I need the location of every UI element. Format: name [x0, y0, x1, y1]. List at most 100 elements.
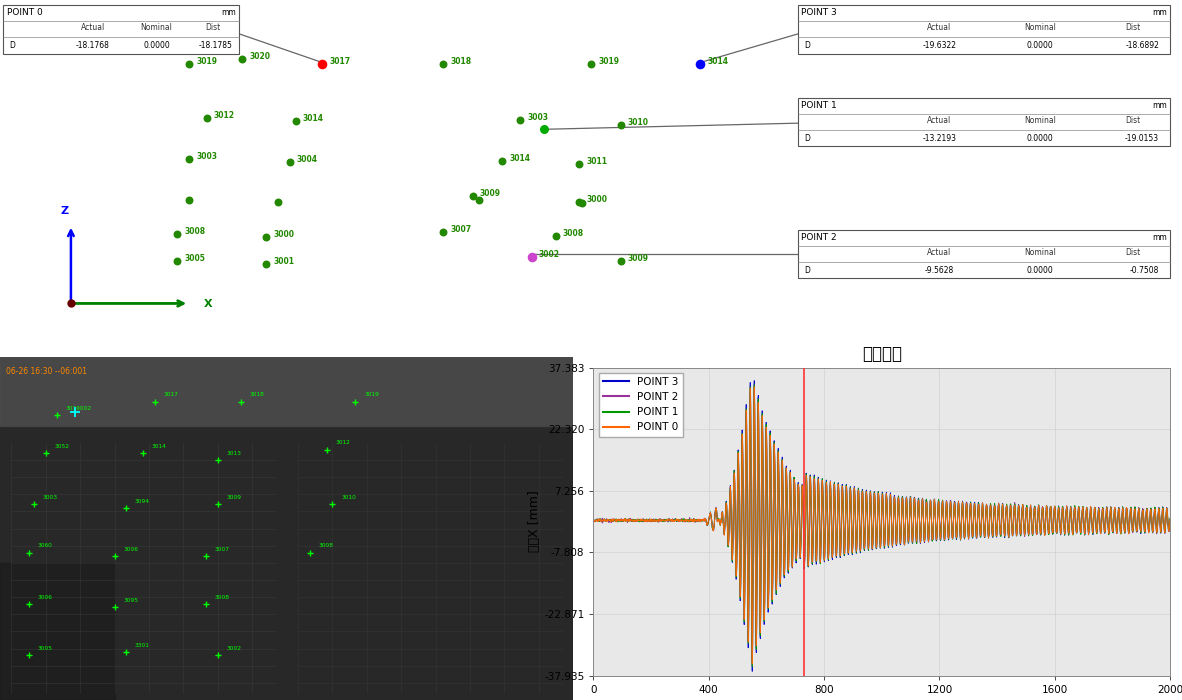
- Line: POINT 0: POINT 0: [593, 387, 1170, 664]
- Text: 3005: 3005: [38, 646, 52, 651]
- POINT 2: [747, 386, 761, 394]
- Text: D: D: [804, 266, 810, 275]
- Text: Actual: Actual: [927, 23, 952, 32]
- POINT 3: [1163, 515, 1177, 524]
- Text: 3052: 3052: [54, 444, 70, 449]
- Point: [690, 59, 709, 70]
- Bar: [798, 230, 1170, 279]
- POINT 1: [616, 517, 630, 525]
- Point: [180, 195, 199, 206]
- Bar: [0, 426, 573, 700]
- Text: 3010: 3010: [342, 496, 356, 500]
- Text: -19.0153: -19.0153: [1125, 134, 1160, 143]
- Point: [582, 59, 600, 70]
- Bar: [2, 6, 239, 53]
- Text: 3019: 3019: [196, 57, 217, 66]
- Bar: [798, 98, 1170, 146]
- Text: 3000: 3000: [586, 195, 608, 204]
- Text: 3006: 3006: [38, 595, 52, 600]
- Text: Actual: Actual: [80, 23, 105, 32]
- Text: 3003: 3003: [196, 152, 217, 161]
- Point: [493, 155, 512, 166]
- Point: [570, 159, 589, 170]
- POINT 3: [747, 377, 761, 385]
- Text: 3003: 3003: [43, 496, 58, 500]
- Text: 3008: 3008: [215, 595, 230, 600]
- Text: 3017: 3017: [329, 57, 350, 66]
- Text: Dist: Dist: [1125, 116, 1141, 125]
- Point: [611, 120, 630, 131]
- Point: [312, 59, 331, 70]
- Text: POINT 0: POINT 0: [7, 8, 43, 18]
- Text: mm: mm: [1152, 233, 1168, 242]
- Text: POINT 3: POINT 3: [801, 8, 837, 18]
- Text: 3007: 3007: [215, 547, 230, 552]
- POINT 0: [1041, 522, 1056, 530]
- Text: -13.2193: -13.2193: [922, 134, 956, 143]
- Text: 3003: 3003: [527, 113, 548, 122]
- Point: [690, 59, 709, 70]
- Point: [256, 232, 275, 243]
- Point: [534, 124, 553, 135]
- POINT 0: [745, 660, 759, 668]
- POINT 2: [1163, 516, 1177, 524]
- Text: -9.5628: -9.5628: [924, 266, 954, 275]
- Text: 3019002: 3019002: [66, 406, 92, 411]
- Text: 3006: 3006: [123, 547, 138, 552]
- Point: [522, 251, 541, 262]
- POINT 2: [745, 657, 759, 666]
- Text: 3014: 3014: [707, 57, 728, 66]
- Bar: [0, 357, 573, 443]
- Text: 06-26 16:30 --06:001: 06-26 16:30 --06:001: [6, 367, 86, 376]
- Point: [268, 196, 287, 207]
- Point: [233, 53, 252, 64]
- Point: [572, 198, 591, 209]
- Text: -0.7508: -0.7508: [1130, 266, 1160, 275]
- Text: 3060: 3060: [38, 543, 52, 548]
- Bar: [0, 563, 115, 700]
- Text: Actual: Actual: [927, 116, 952, 125]
- Text: 3005: 3005: [184, 253, 206, 262]
- POINT 0: [1147, 517, 1161, 525]
- Text: 3001: 3001: [273, 257, 294, 266]
- Text: 3011: 3011: [586, 158, 608, 166]
- POINT 0: [616, 517, 630, 526]
- Point: [570, 196, 589, 207]
- Text: 3014: 3014: [303, 114, 324, 123]
- Text: 3019: 3019: [364, 393, 379, 398]
- Text: 3007: 3007: [450, 225, 472, 234]
- Line: POINT 2: POINT 2: [593, 390, 1170, 662]
- Text: X: X: [204, 299, 213, 309]
- Text: 0.0000: 0.0000: [143, 41, 170, 50]
- Text: POINT 1: POINT 1: [801, 101, 837, 110]
- Text: 3020: 3020: [249, 52, 271, 61]
- Point: [546, 230, 565, 241]
- POINT 2: [586, 516, 600, 524]
- Point: [168, 228, 187, 239]
- Text: 3009: 3009: [628, 253, 649, 262]
- POINT 1: [852, 496, 866, 505]
- Text: 3014: 3014: [152, 444, 167, 449]
- Point: [286, 116, 305, 127]
- Text: mm: mm: [1152, 101, 1168, 110]
- POINT 3: [868, 487, 882, 496]
- Text: 3012: 3012: [214, 111, 235, 120]
- POINT 0: [1147, 524, 1161, 532]
- Point: [469, 195, 488, 206]
- Text: -18.1768: -18.1768: [76, 41, 110, 50]
- Text: 3008: 3008: [184, 227, 206, 236]
- POINT 3: [745, 667, 759, 676]
- POINT 0: [586, 514, 600, 523]
- Text: 3017: 3017: [163, 393, 178, 398]
- POINT 3: [1147, 524, 1161, 532]
- Text: 0.0000: 0.0000: [1026, 266, 1053, 275]
- POINT 1: [747, 381, 761, 389]
- Text: Nominal: Nominal: [1024, 116, 1056, 125]
- POINT 2: [1147, 522, 1161, 530]
- Title: 分析曲线: 分析曲线: [862, 345, 902, 363]
- POINT 0: [1163, 515, 1177, 524]
- Text: 0.0000: 0.0000: [1026, 134, 1053, 143]
- Bar: [798, 6, 1170, 53]
- Text: 3008: 3008: [318, 543, 333, 548]
- Point: [511, 114, 530, 125]
